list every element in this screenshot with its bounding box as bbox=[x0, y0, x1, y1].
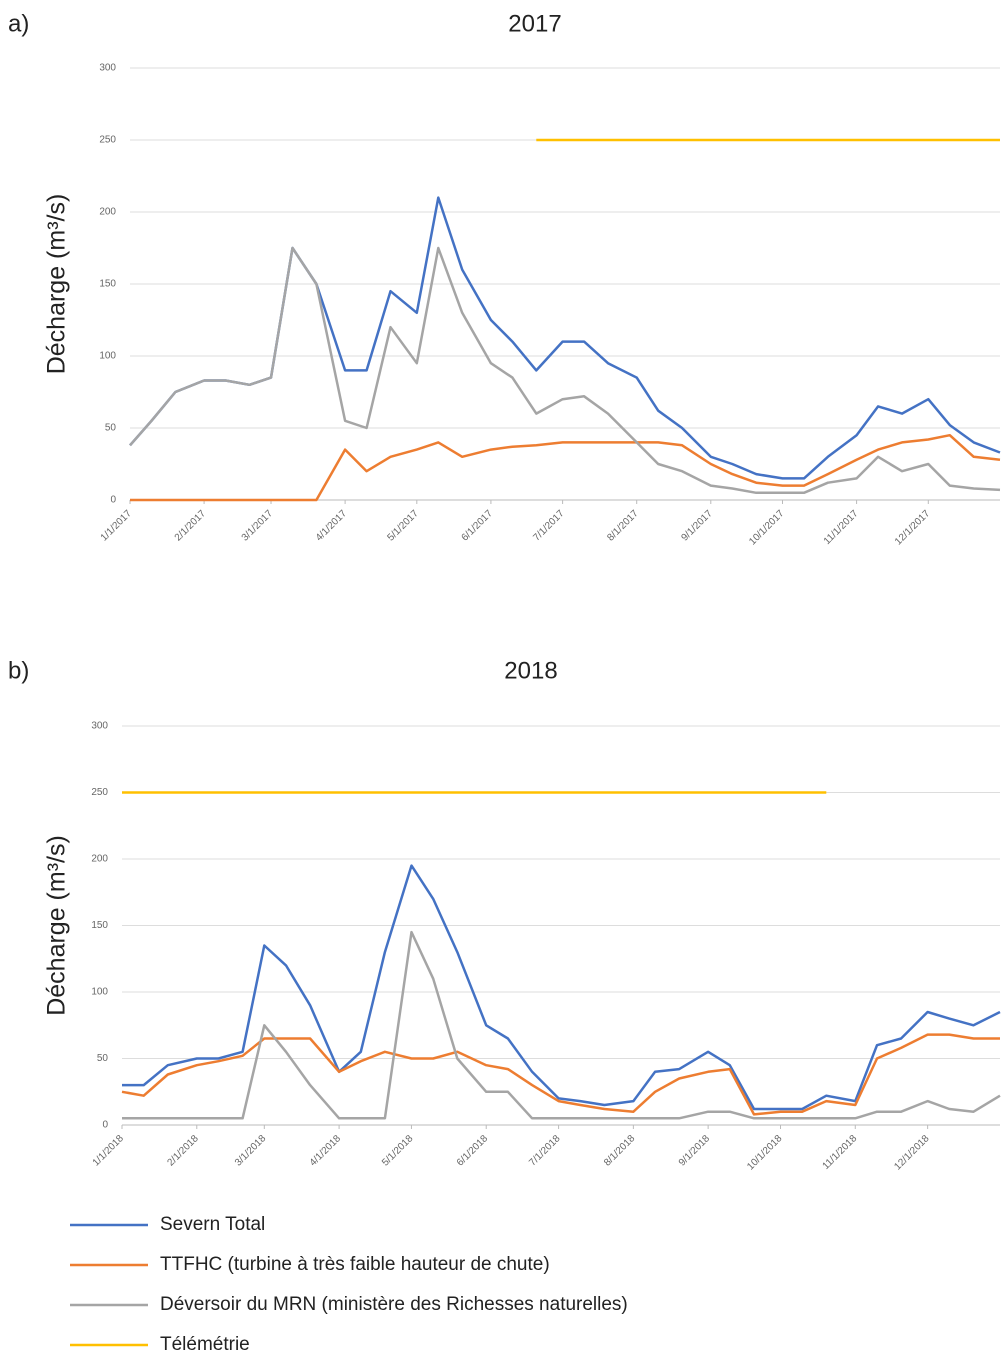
chart-title: 2018 bbox=[504, 657, 557, 684]
x-tick-label: 2/1/2018 bbox=[165, 1133, 201, 1169]
x-tick-label: 8/1/2018 bbox=[602, 1133, 638, 1169]
x-tick-label: 7/1/2018 bbox=[527, 1133, 563, 1169]
y-tick-label: 50 bbox=[97, 1053, 109, 1064]
legend-label: Déversoir du MRN (ministère des Richesse… bbox=[160, 1294, 628, 1315]
x-tick-label: 10/1/2018 bbox=[745, 1133, 785, 1173]
legend-label: Severn Total bbox=[160, 1214, 265, 1235]
series-line bbox=[121, 1033, 1000, 1116]
y-tick-label: 0 bbox=[110, 495, 116, 506]
y-tick-label: 300 bbox=[91, 721, 108, 732]
x-tick-label: 2/1/2017 bbox=[173, 508, 209, 544]
y-tick-label: 200 bbox=[91, 854, 108, 865]
y-tick-label: 50 bbox=[105, 423, 117, 434]
series-line bbox=[129, 196, 1001, 480]
y-axis-label: Décharge (m³/s) bbox=[43, 835, 71, 1016]
y-tick-label: 300 bbox=[99, 63, 116, 74]
x-tick-label: 6/1/2017 bbox=[460, 508, 496, 544]
x-tick-label: 4/1/2017 bbox=[314, 508, 350, 544]
x-tick-label: 10/1/2017 bbox=[747, 508, 787, 548]
y-tick-label: 100 bbox=[99, 351, 116, 362]
y-tick-label: 250 bbox=[99, 135, 116, 146]
x-tick-label: 8/1/2017 bbox=[605, 508, 641, 544]
y-tick-label: 150 bbox=[99, 279, 116, 290]
y-tick-label: 250 bbox=[91, 787, 108, 798]
legend-label: TTFHC (turbine à très faible hauteur de … bbox=[160, 1254, 550, 1275]
x-tick-label: 9/1/2017 bbox=[679, 508, 715, 544]
series-line bbox=[122, 930, 1001, 1120]
y-tick-label: 150 bbox=[91, 920, 108, 931]
x-tick-label: 5/1/2017 bbox=[385, 508, 421, 544]
series-line bbox=[130, 433, 1001, 502]
y-axis-label: Décharge (m³/s) bbox=[43, 194, 71, 375]
x-tick-label: 9/1/2018 bbox=[677, 1133, 713, 1169]
x-tick-label: 12/1/2017 bbox=[893, 508, 933, 548]
x-tick-label: 3/1/2018 bbox=[233, 1133, 269, 1169]
x-tick-label: 7/1/2017 bbox=[531, 508, 567, 544]
x-tick-label: 5/1/2018 bbox=[380, 1133, 416, 1169]
chart-title: 2017 bbox=[508, 10, 561, 37]
y-tick-label: 200 bbox=[99, 207, 116, 218]
x-tick-label: 6/1/2018 bbox=[455, 1133, 491, 1169]
legend-label: Télémétrie bbox=[160, 1334, 250, 1355]
y-tick-label: 0 bbox=[102, 1120, 108, 1131]
series-line bbox=[122, 864, 1001, 1111]
x-tick-label: 3/1/2017 bbox=[240, 508, 276, 544]
x-tick-label: 4/1/2018 bbox=[308, 1133, 344, 1169]
panel-label: b) bbox=[8, 657, 29, 684]
x-tick-label: 1/1/2018 bbox=[91, 1133, 127, 1169]
series-line bbox=[129, 246, 1001, 495]
x-tick-label: 1/1/2017 bbox=[99, 508, 135, 544]
x-tick-label: 11/1/2017 bbox=[822, 508, 861, 547]
panel-label: a) bbox=[8, 10, 29, 37]
y-tick-label: 100 bbox=[91, 987, 108, 998]
x-tick-label: 12/1/2018 bbox=[892, 1133, 932, 1173]
x-tick-label: 11/1/2018 bbox=[821, 1133, 860, 1172]
